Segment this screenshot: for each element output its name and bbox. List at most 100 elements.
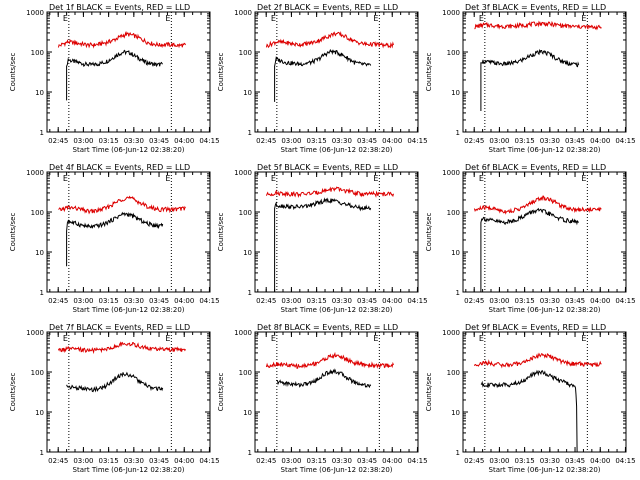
y-tick-label: 100: [31, 209, 44, 217]
x-tick-label: 03:30: [540, 457, 560, 465]
y-tick-label: 10: [243, 89, 252, 97]
x-tick-label: 04:00: [382, 297, 402, 305]
x-tick-label: 04:00: [174, 457, 194, 465]
panel-title: Det 6f BLACK = Events, RED = LLD: [465, 163, 606, 172]
y-axis-label: Counts/sec: [425, 373, 433, 412]
y-axis-label: Counts/sec: [9, 213, 17, 252]
x-axis-label: Start Time (06-Jun-12 02:38:20): [281, 306, 393, 314]
event-marker-label: E: [373, 334, 378, 343]
series-line-lld: [57, 31, 186, 49]
y-tick-label: 10: [35, 409, 44, 417]
y-tick-label: 1000: [234, 329, 252, 337]
x-tick-label: 03:15: [307, 297, 327, 305]
x-tick-label: 04:00: [590, 457, 610, 465]
x-tick-label: 02:45: [464, 297, 484, 305]
event-marker-label: E: [165, 334, 170, 343]
panel-4: Det 4f BLACK = Events, RED = LLD 1 10 100 10…: [9, 163, 220, 314]
x-tick-label: 03:00: [73, 137, 93, 145]
panel-2: Det 2f BLACK = Events, RED = LLD 1 10 100 10…: [217, 3, 428, 154]
x-tick-label: 03:15: [307, 457, 327, 465]
y-axis-label: Counts/sec: [217, 373, 225, 412]
panel-title: Det 7f BLACK = Events, RED = LLD: [49, 323, 190, 332]
panel-title: Det 1f BLACK = Events, RED = LLD: [49, 3, 190, 12]
x-tick-label: 04:15: [199, 137, 219, 145]
y-tick-label: 100: [447, 369, 460, 377]
event-marker-label: E: [63, 334, 68, 343]
y-tick-label: 100: [447, 49, 460, 57]
y-tick-label: 10: [243, 409, 252, 417]
event-marker-label: E: [373, 174, 378, 183]
x-tick-label: 03:00: [281, 137, 301, 145]
series-line-lld: [265, 351, 394, 369]
plot-frame: [254, 331, 419, 453]
event-marker-label: E: [63, 14, 68, 23]
series-line-events: [274, 48, 372, 102]
x-axis-label: Start Time (06-Jun-12 02:38:20): [489, 466, 601, 474]
x-tick-label: 03:45: [565, 297, 585, 305]
x-tick-label: 04:00: [382, 457, 402, 465]
x-tick-label: 02:45: [464, 457, 484, 465]
x-axis-label: Start Time (06-Jun-12 02:38:20): [281, 466, 393, 474]
x-tick-label: 02:45: [256, 137, 276, 145]
x-tick-label: 03:00: [489, 457, 509, 465]
series-line-events: [480, 369, 579, 453]
y-axis-label: Counts/sec: [425, 53, 433, 92]
series-line-events: [66, 371, 164, 393]
event-marker-label: E: [373, 14, 378, 23]
x-tick-label: 04:15: [615, 137, 635, 145]
series-line-events: [66, 211, 164, 267]
event-marker-label: E: [63, 174, 68, 183]
x-tick-label: 03:00: [73, 457, 93, 465]
y-tick-label: 1: [456, 449, 460, 457]
panel-7: Det 7f BLACK = Events, RED = LLD 1 10 100 10…: [9, 323, 220, 474]
plot-frame: [254, 171, 419, 293]
plot-frame: [46, 11, 211, 133]
y-axis-label: Counts/sec: [9, 53, 17, 92]
x-tick-label: 04:15: [407, 137, 427, 145]
x-tick-label: 03:15: [515, 297, 535, 305]
plot-frame: [254, 11, 419, 133]
x-tick-label: 03:30: [540, 137, 560, 145]
x-tick-label: 03:30: [124, 297, 144, 305]
x-tick-label: 02:45: [464, 137, 484, 145]
plot-frame: [462, 331, 627, 453]
x-tick-label: 02:45: [256, 457, 276, 465]
series-line-lld: [58, 195, 186, 215]
event-marker-label: E: [271, 334, 276, 343]
plot-frame: [46, 171, 211, 293]
plot-frame: [46, 331, 211, 453]
x-tick-label: 04:15: [199, 297, 219, 305]
x-tick-label: 02:45: [48, 137, 68, 145]
y-tick-label: 1: [40, 129, 44, 137]
y-tick-label: 1000: [26, 9, 44, 17]
event-marker-label: E: [581, 334, 586, 343]
y-tick-label: 1000: [26, 169, 44, 177]
y-tick-label: 10: [451, 249, 460, 257]
panel-1: Det 1f BLACK = Events, RED = LLD 1 10 100 10…: [9, 3, 220, 154]
plot-frame: [462, 11, 627, 133]
event-marker-label: E: [581, 174, 586, 183]
panel-3: Det 3f BLACK = Events, RED = LLD 1 10 100 10…: [425, 3, 636, 154]
panel-8: Det 8f BLACK = Events, RED = LLD 1 10 100 10…: [217, 323, 428, 474]
x-tick-label: 03:15: [515, 457, 535, 465]
x-tick-label: 04:00: [174, 137, 194, 145]
x-tick-label: 03:15: [307, 137, 327, 145]
y-tick-label: 1: [456, 129, 460, 137]
y-tick-label: 1000: [442, 9, 460, 17]
x-tick-label: 02:45: [256, 297, 276, 305]
x-tick-label: 04:15: [615, 297, 635, 305]
event-marker-label: E: [479, 174, 484, 183]
x-tick-label: 03:45: [357, 137, 377, 145]
panel-title: Det 4f BLACK = Events, RED = LLD: [49, 163, 190, 172]
x-tick-label: 03:00: [489, 297, 509, 305]
series-line-events: [66, 49, 163, 101]
event-marker-label: E: [479, 334, 484, 343]
x-axis-label: Start Time (06-Jun-12 02:38:20): [73, 146, 185, 154]
x-tick-label: 04:00: [382, 137, 402, 145]
y-tick-label: 10: [35, 249, 44, 257]
y-tick-label: 1: [456, 289, 460, 297]
x-tick-label: 04:15: [407, 297, 427, 305]
y-tick-label: 1000: [234, 9, 252, 17]
x-tick-label: 04:15: [407, 457, 427, 465]
y-tick-label: 100: [447, 209, 460, 217]
